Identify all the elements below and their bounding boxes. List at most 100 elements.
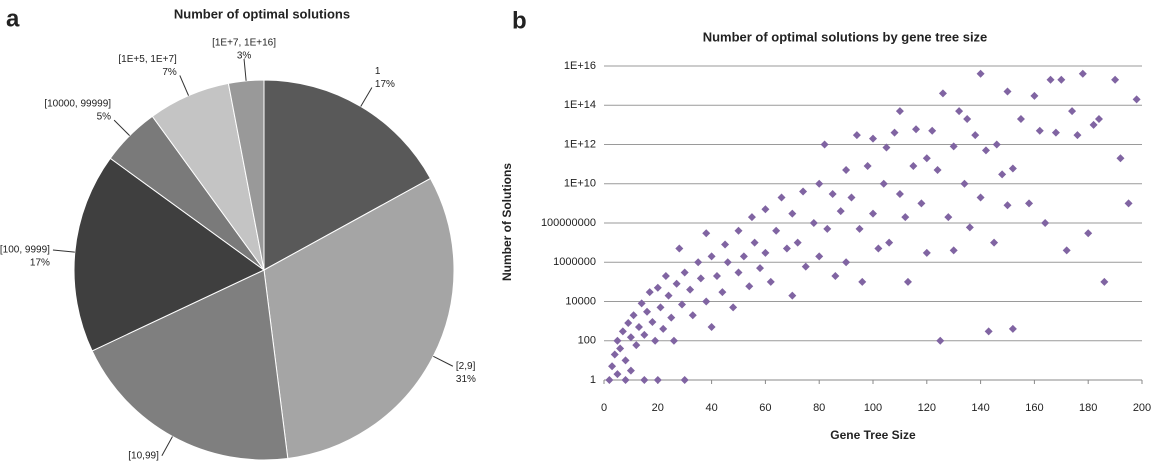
scatter-point: [890, 128, 899, 137]
scatter-point: [990, 238, 999, 247]
scatter-point: [944, 213, 953, 222]
scatter-point: [745, 282, 754, 291]
scatter-point: [610, 350, 619, 359]
scatter-point: [858, 277, 867, 286]
x-tick-label: 80: [813, 402, 825, 414]
scatter-point: [842, 258, 851, 267]
scatter-point: [629, 311, 638, 320]
scatter-point: [729, 303, 738, 312]
pie-slice: [91, 269, 289, 461]
scatter-point: [1084, 229, 1093, 238]
scatter-point: [686, 285, 695, 294]
scatter-point: [1068, 107, 1077, 116]
scatter-point: [976, 69, 985, 78]
scatter-point: [1030, 91, 1039, 100]
scatter-point: [694, 258, 703, 267]
scatter-point: [750, 238, 759, 247]
scatter-point: [1062, 246, 1071, 255]
scatter-point: [965, 223, 974, 232]
scatter-point: [836, 207, 845, 216]
scatter-point: [747, 213, 756, 222]
scatter-point: [828, 190, 837, 199]
scatter-point: [895, 107, 904, 116]
slice-label: [10000, 99999]: [44, 99, 111, 110]
y-tick-label: 1E+10: [564, 178, 596, 190]
scatter-point: [984, 327, 993, 336]
slice-label: 1: [375, 66, 381, 77]
scatter-point: [664, 291, 673, 300]
scatter-point: [1046, 75, 1055, 84]
scatter-point: [653, 283, 662, 292]
x-axis-title: Gene Tree Size: [830, 428, 916, 442]
y-tick-label: 100: [578, 335, 596, 347]
scatter-point: [831, 271, 840, 280]
y-tick-label: 1E+12: [564, 138, 596, 150]
scatter-point: [1008, 324, 1017, 333]
scatter-point: [949, 246, 958, 255]
panel-label: b: [512, 7, 527, 34]
scatter-point: [661, 271, 670, 280]
scatter-point: [1073, 131, 1082, 140]
leader-line: [433, 355, 454, 367]
x-tick-label: 140: [971, 402, 989, 414]
scatter-point: [618, 327, 627, 336]
scatter-point: [823, 224, 832, 233]
leader-line: [161, 436, 173, 457]
slice-value-label: 17%: [30, 258, 50, 269]
scatter-point: [998, 170, 1007, 179]
scatter-point: [734, 226, 743, 235]
scatter-point: [971, 131, 980, 140]
scatter-point: [895, 190, 904, 199]
scatter-point: [643, 307, 652, 316]
scatter-point: [963, 114, 972, 123]
slice-value-label: 7%: [162, 67, 177, 78]
y-axis-title: Number of Solutions: [500, 163, 514, 281]
scatter-point: [672, 279, 681, 288]
scatter-point: [634, 323, 643, 332]
scatter-point: [640, 330, 649, 339]
scatter-point: [626, 366, 635, 375]
scatter-point: [637, 299, 646, 308]
scatter-point: [702, 297, 711, 306]
scatter-point: [739, 252, 748, 261]
scatter-point: [653, 376, 662, 384]
scatter-point: [707, 252, 716, 261]
panel-label: a: [6, 5, 20, 32]
scatter-point: [847, 193, 856, 202]
scatter-point: [1124, 199, 1133, 208]
scatter-point: [788, 291, 797, 300]
scatter-point: [928, 126, 937, 135]
scatter-point: [793, 238, 802, 247]
scatter-point: [922, 248, 931, 257]
scatter-point: [734, 268, 743, 277]
scatter-point: [608, 362, 617, 371]
scatter-point: [613, 336, 622, 345]
scatter-point: [909, 162, 918, 171]
scatter-point: [874, 244, 883, 253]
scatter-point: [669, 336, 678, 345]
scatter-point: [1003, 87, 1012, 96]
scatter-point: [949, 142, 958, 151]
pie-slice: [263, 79, 432, 271]
scatter-point: [933, 166, 942, 175]
scatter-point: [626, 333, 635, 342]
scatter-point: [960, 179, 969, 188]
slice-label: [10,99]: [128, 450, 159, 461]
x-tick-label: 100: [864, 402, 882, 414]
scatter-point: [912, 125, 921, 134]
scatter-point: [1041, 219, 1050, 227]
scatter-point: [605, 376, 614, 384]
scatter-point: [1089, 120, 1098, 129]
scatter-point: [820, 140, 829, 149]
leader-line: [360, 87, 373, 107]
scatter-point: [936, 336, 945, 345]
scatter-point: [688, 311, 697, 320]
scatter-point: [922, 154, 931, 163]
scatter-point: [863, 162, 872, 171]
pie-slice: [263, 177, 455, 460]
chart-title: Number of optimal solutions: [174, 6, 350, 21]
x-tick-label: 20: [652, 402, 664, 414]
scatter-point: [777, 193, 786, 202]
scatter-point: [788, 209, 797, 218]
scatter-point: [903, 277, 912, 286]
